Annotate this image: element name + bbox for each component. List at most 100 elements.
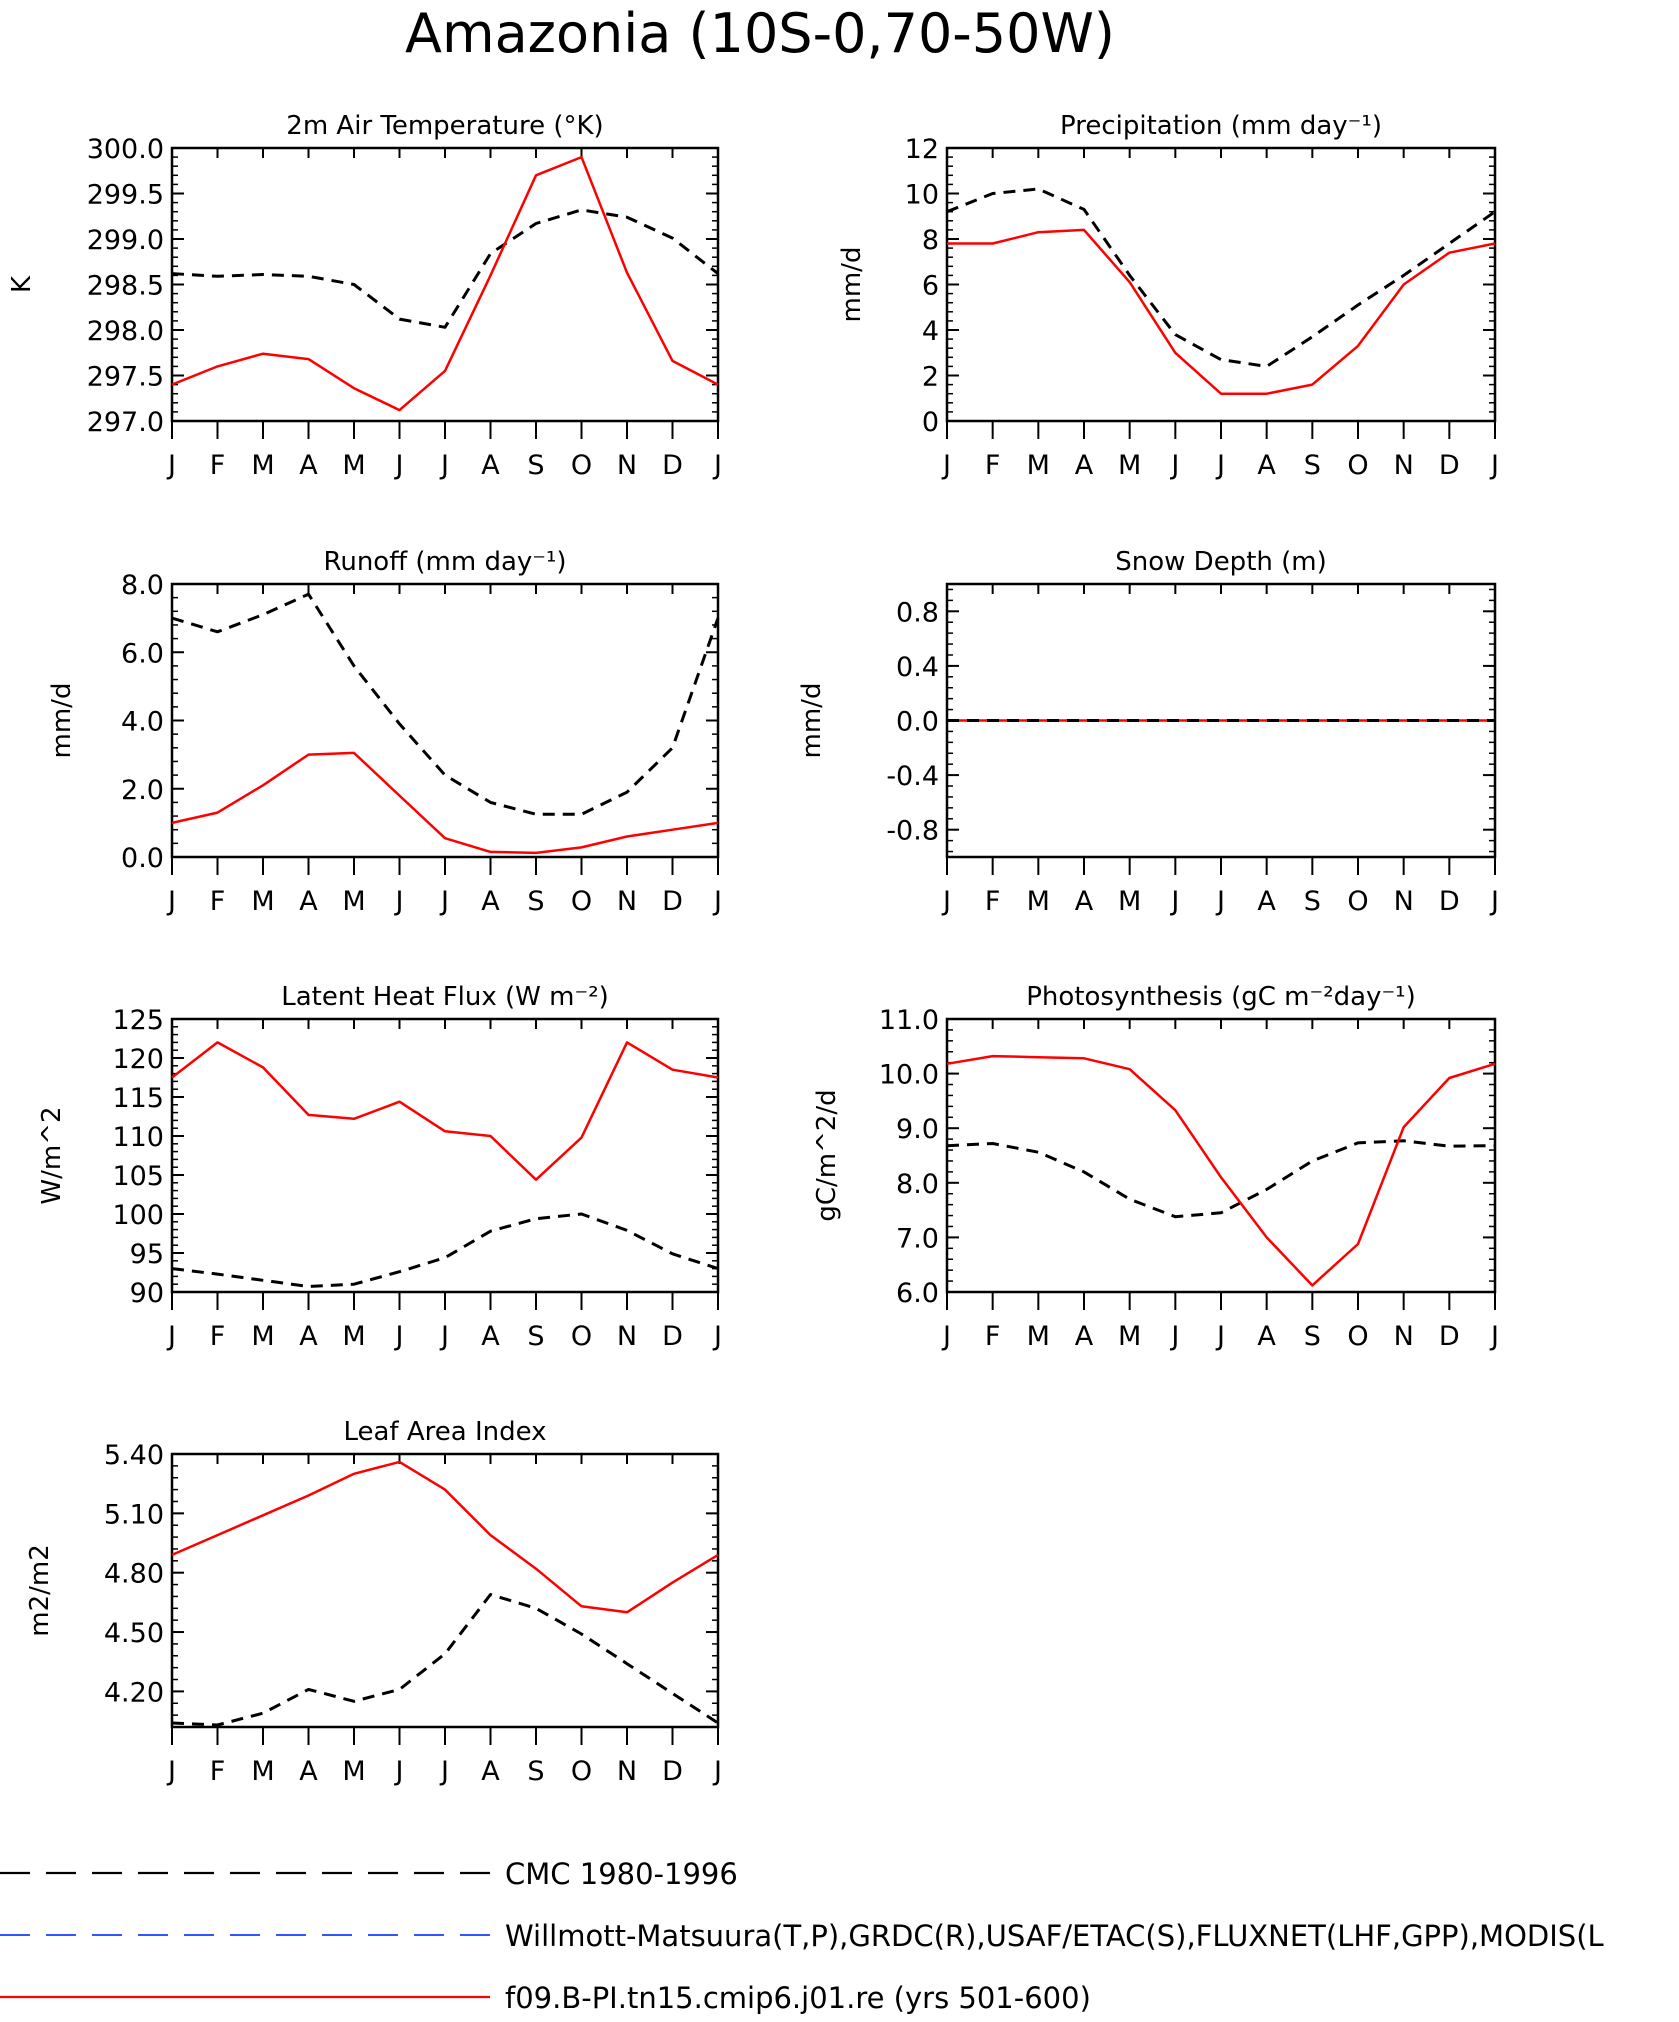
x-tick-label: J [712, 886, 722, 917]
x-tick-label: A [299, 450, 318, 481]
x-tick-label: A [481, 886, 500, 917]
x-tick-label: O [571, 1756, 592, 1787]
x-tick-label: N [1394, 450, 1414, 481]
x-tick-label: O [1347, 1321, 1368, 1352]
series-line-cmc [946, 1139, 1496, 1219]
y-tick-label: 0.4 [896, 652, 939, 683]
plot-frame [170, 1452, 720, 1729]
y-tick-label: 115 [112, 1083, 164, 1114]
x-tick-label: J [1215, 450, 1225, 481]
legend-label-cmc: CMC 1980-1996 [505, 1857, 738, 1891]
y-axis-label: mm/d [47, 683, 77, 759]
panels-group: 2m Air Temperature (°K)297.0297.5298.029… [7, 111, 1499, 1787]
x-tick-label: M [1027, 886, 1050, 917]
y-axis-label: m2/m2 [25, 1544, 55, 1637]
x-tick-label: M [342, 1756, 365, 1787]
x-tick-label: S [527, 886, 544, 917]
x-tick-label: J [394, 886, 404, 917]
series-line-model [171, 155, 719, 412]
x-tick-label: J [166, 886, 176, 917]
x-tick-label: J [1489, 450, 1499, 481]
x-tick-label: A [1075, 450, 1094, 481]
x-tick-label: A [481, 450, 500, 481]
y-tick-label: 4 [922, 316, 939, 347]
y-tick-label: 8 [922, 225, 939, 256]
y-tick-label: 5.40 [104, 1440, 164, 1471]
y-tick-label: 297.0 [87, 407, 164, 438]
x-tick-label: S [527, 1756, 544, 1787]
series-line-cmc [171, 1593, 719, 1727]
panel-title: Latent Heat Flux (W m⁻²) [281, 982, 609, 1012]
x-tick-label: M [1118, 1321, 1141, 1352]
x-tick-label: D [662, 1756, 683, 1787]
series-line-model [171, 1460, 719, 1614]
x-tick-label: M [251, 886, 274, 917]
legend-label-model: f09.B-PI.tn15.cmip6.j01.re (yrs 501-600) [505, 1981, 1091, 2015]
y-axis-label: gC/m^2/d [812, 1089, 842, 1221]
y-tick-label: 4.80 [104, 1559, 164, 1590]
x-tick-label: J [166, 1321, 176, 1352]
x-tick-label: A [299, 886, 318, 917]
y-tick-label: 0.0 [896, 707, 939, 738]
panel-0: 2m Air Temperature (°K) 297.0 297.5 298.0 29… [7, 111, 722, 481]
x-tick-label: D [1439, 1321, 1460, 1352]
y-tick-label: 12 [905, 134, 939, 165]
x-tick-label: M [342, 886, 365, 917]
x-tick-label: J [712, 1756, 722, 1787]
panel-title: Snow Depth (m) [1115, 547, 1327, 577]
y-tick-label: 0.8 [896, 597, 939, 628]
y-tick-label: 100 [112, 1200, 164, 1231]
x-tick-label: J [1215, 1321, 1225, 1352]
y-tick-label: 298.0 [87, 316, 164, 347]
x-tick-label: N [617, 450, 637, 481]
x-tick-label: J [439, 450, 449, 481]
x-tick-label: M [1118, 450, 1141, 481]
x-tick-label: M [251, 1756, 274, 1787]
panel-title: Photosynthesis (gC m⁻²day⁻¹) [1026, 982, 1415, 1012]
x-tick-label: N [1394, 1321, 1414, 1352]
plot-frame [170, 582, 720, 859]
x-tick-label: J [1215, 886, 1225, 917]
x-tick-label: J [166, 450, 176, 481]
panel-3: Snow Depth (m)-0.8-0.40.00.40.8J F M A M J J A S… [797, 547, 1499, 917]
x-tick-label: J [439, 886, 449, 917]
y-axis-label: mm/d [797, 683, 827, 759]
x-tick-label: D [1439, 450, 1460, 481]
x-tick-label: A [1257, 450, 1276, 481]
y-tick-label: 10 [905, 180, 939, 211]
x-tick-label: O [1347, 886, 1368, 917]
plot-frame [170, 146, 720, 423]
x-tick-label: N [617, 886, 637, 917]
y-tick-label: 2 [922, 362, 939, 393]
x-tick-label: A [299, 1321, 318, 1352]
x-tick-label: M [342, 450, 365, 481]
series-line-cmc [171, 208, 719, 329]
y-tick-label: -0.4 [886, 761, 939, 792]
panel-title: Runoff (mm day⁻¹) [323, 547, 566, 577]
y-tick-label: 4.20 [104, 1677, 164, 1708]
series-line-cmc [171, 592, 720, 816]
x-tick-label: M [251, 450, 274, 481]
y-tick-label: 0 [922, 407, 939, 438]
y-axis-label: W/m^2 [37, 1106, 67, 1204]
x-tick-label: O [571, 886, 592, 917]
x-tick-label: M [342, 1321, 365, 1352]
x-tick-label: O [1347, 450, 1368, 481]
y-tick-label: 299.5 [87, 180, 164, 211]
plot-frame [170, 1017, 720, 1294]
series-line-model [171, 751, 719, 855]
x-tick-label: D [662, 450, 683, 481]
y-tick-label: 4.0 [121, 707, 164, 738]
y-tick-label: 9.0 [896, 1114, 939, 1145]
panel-title: 2m Air Temperature (°K) [286, 111, 603, 141]
x-tick-label: J [941, 886, 951, 917]
x-tick-label: D [662, 886, 683, 917]
panel-5: Photosynthesis (gC m⁻²day⁻¹) 6.0 7.0 8.0 9.0… [812, 982, 1499, 1352]
x-tick-label: M [251, 1321, 274, 1352]
x-tick-label: N [617, 1321, 637, 1352]
y-tick-label: 10.0 [879, 1060, 939, 1091]
x-tick-label: A [1257, 1321, 1276, 1352]
y-tick-label: 5.10 [104, 1499, 164, 1530]
y-tick-label: 6.0 [896, 1278, 939, 1309]
